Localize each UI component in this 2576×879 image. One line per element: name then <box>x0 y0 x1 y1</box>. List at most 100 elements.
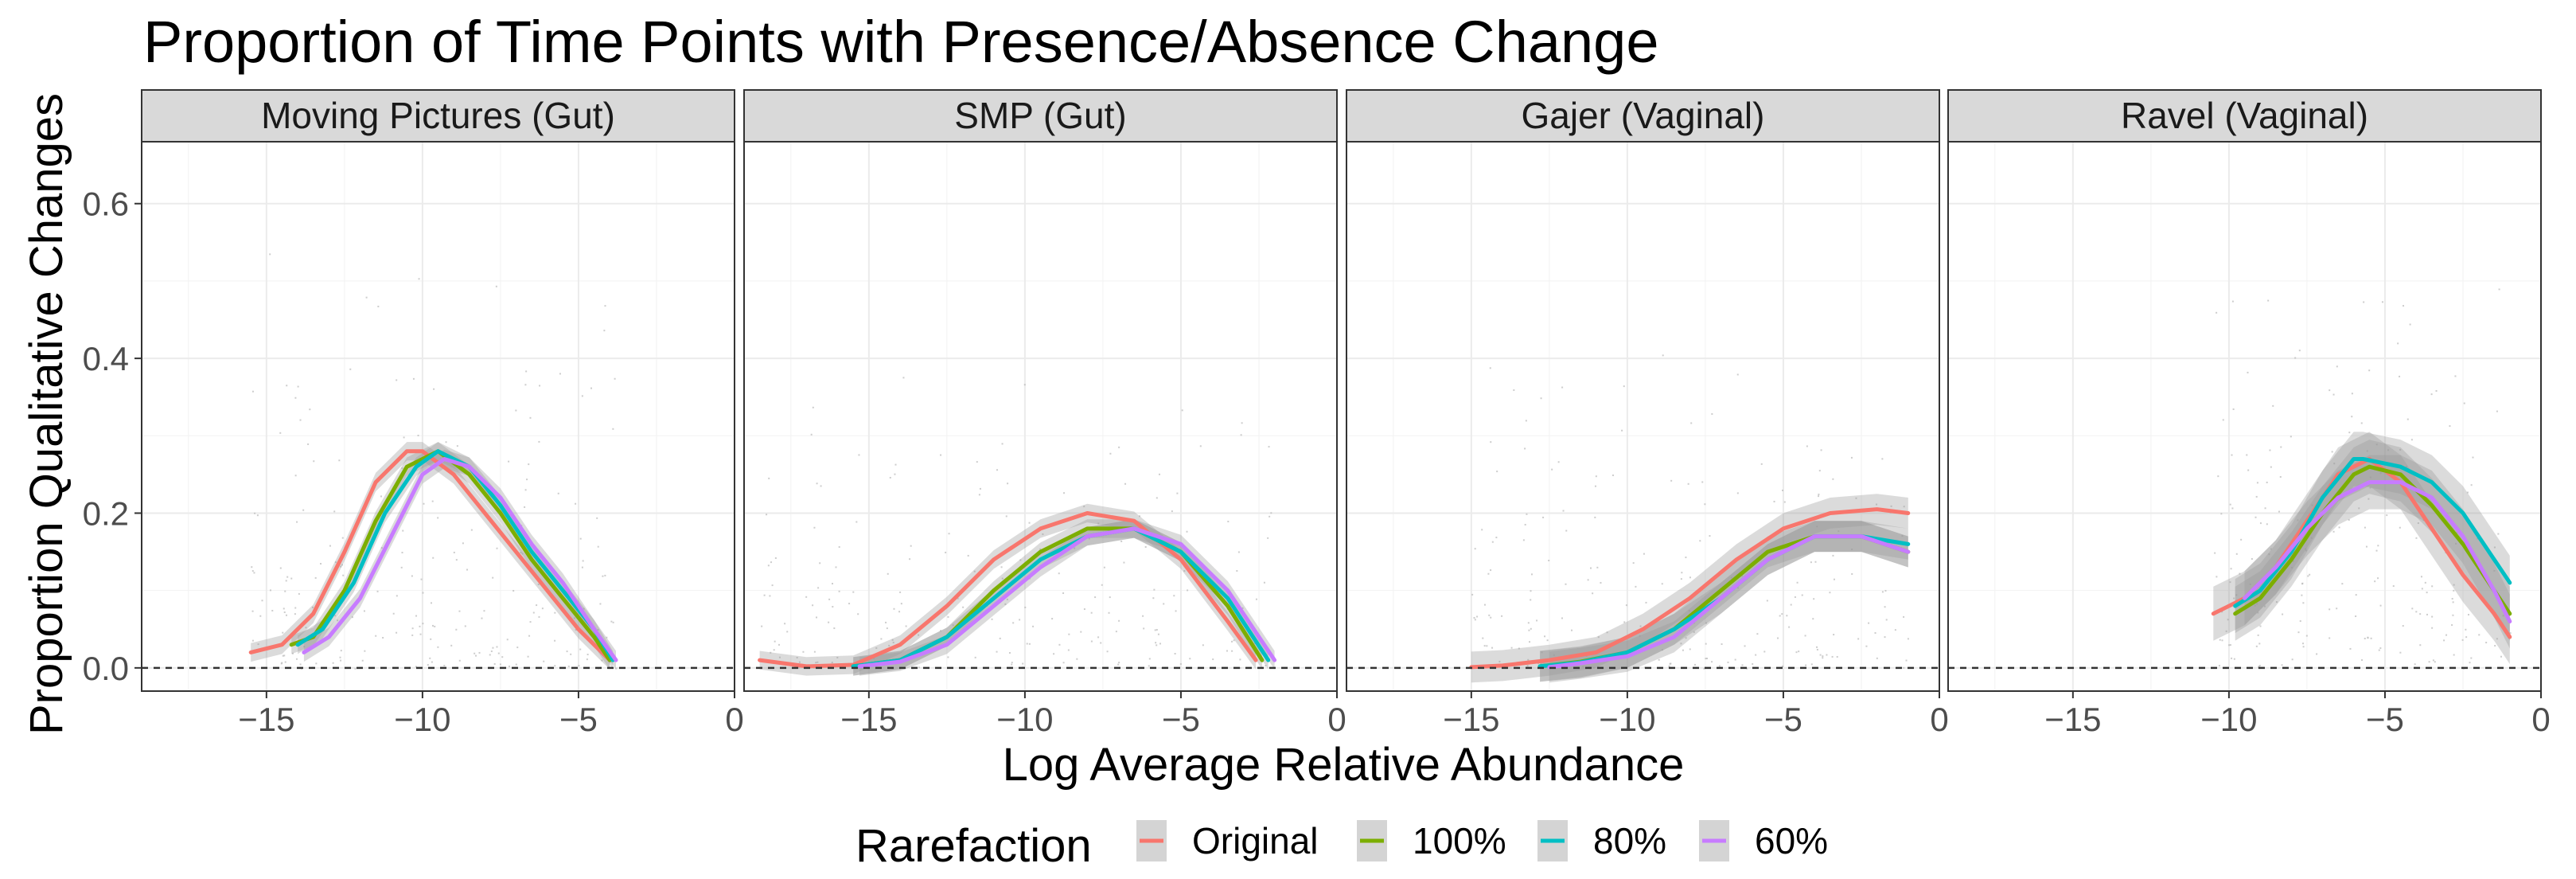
scatter-point <box>1876 657 1878 659</box>
scatter-point <box>2496 638 2498 640</box>
scatter-point <box>340 565 342 568</box>
scatter-point <box>802 650 805 653</box>
scatter-point <box>875 647 878 649</box>
scatter-point <box>1596 566 1599 568</box>
scatter-point <box>489 654 491 656</box>
scatter-point <box>774 640 776 643</box>
scatter-point <box>1705 622 1707 624</box>
scatter-point <box>1553 654 1555 656</box>
scatter-point <box>2232 408 2235 410</box>
scatter-point <box>1076 658 1078 660</box>
scatter-point <box>2331 451 2333 453</box>
y-tick-label: 0.2 <box>83 494 129 532</box>
scatter-point <box>2302 602 2305 604</box>
scatter-point <box>313 460 315 463</box>
scatter-point <box>298 592 300 595</box>
panel: Gajer (Vaginal) −15 −10 −5 0 <box>1346 89 1949 738</box>
scatter-point <box>401 552 403 554</box>
scatter-point <box>2246 454 2248 456</box>
scatter-point <box>1670 479 1673 482</box>
scatter-point <box>450 644 453 647</box>
scatter-point <box>422 592 424 594</box>
scatter-point <box>888 644 890 647</box>
scatter-point <box>403 436 405 439</box>
scatter-point <box>2216 311 2218 314</box>
scatter-point <box>1818 493 1820 495</box>
scatter-point <box>1097 636 1100 639</box>
scatter-point <box>1530 627 1532 630</box>
scatter-point <box>1595 475 1597 478</box>
scatter-point <box>1820 449 1822 451</box>
scatter-point <box>1884 636 1886 639</box>
scatter-point <box>1881 591 1884 593</box>
scatter-point <box>812 604 814 607</box>
scatter-point <box>978 494 980 496</box>
scatter-point <box>1486 645 1488 647</box>
scatter-point <box>602 575 604 577</box>
scatter-point <box>2349 647 2352 650</box>
scatter-point <box>1658 658 1660 661</box>
scatter-point <box>835 566 837 568</box>
scatter-point <box>1597 636 1600 639</box>
scatter-point <box>1039 548 1042 550</box>
scatter-point <box>1004 603 1007 605</box>
scatter-point <box>1265 665 1267 667</box>
scatter-point <box>1594 485 1596 487</box>
scatter-point <box>1865 645 1868 647</box>
scatter-point <box>2254 604 2256 607</box>
scatter-point <box>2435 390 2438 393</box>
scatter-point <box>1884 589 1887 592</box>
scatter-point <box>579 648 582 650</box>
scatter-point <box>2291 658 2293 661</box>
scatter-point <box>506 639 509 641</box>
scatter-point <box>1565 583 1567 585</box>
scatter-point <box>524 506 526 508</box>
scatter-point <box>996 650 998 653</box>
scatter-point <box>1001 577 1004 580</box>
series-line <box>2233 464 2512 616</box>
scatter-point <box>2463 402 2465 404</box>
scatter-point <box>1812 618 1814 620</box>
x-tick-label: −5 <box>2366 701 2404 738</box>
scatter-point <box>554 639 556 642</box>
scatter-point <box>1000 566 1003 568</box>
scatter-point <box>2297 519 2299 522</box>
scatter-point <box>2247 371 2249 373</box>
scatter-point <box>2292 560 2294 562</box>
scatter-point <box>2381 301 2383 303</box>
scatter-point <box>2358 507 2360 510</box>
scatter-point <box>2403 305 2405 307</box>
scatter-point <box>610 620 613 623</box>
scatter-point <box>2240 538 2243 541</box>
scatter-point <box>1263 581 1265 584</box>
scatter-point <box>253 572 255 574</box>
scatter-point <box>2434 661 2436 663</box>
scatter-point <box>2301 643 2304 645</box>
scatter-point <box>1876 503 1878 506</box>
scatter-point <box>1704 503 1706 506</box>
scatter-point <box>1561 386 1564 389</box>
scatter-point <box>1124 482 1127 485</box>
scatter-point <box>778 643 781 646</box>
scatter-point <box>1239 658 1241 661</box>
scatter-point <box>2399 526 2401 529</box>
y-tick-label: 0.0 <box>83 650 129 687</box>
scatter-point <box>979 487 981 490</box>
scatter-point <box>1118 662 1120 664</box>
scatter-point <box>567 665 570 667</box>
scatter-point <box>1498 660 1501 662</box>
scatter-point <box>2445 634 2448 636</box>
scatter-point <box>2247 469 2250 471</box>
scatter-point <box>816 482 818 485</box>
scatter-point <box>1529 641 1531 643</box>
scatter-point <box>420 578 423 580</box>
scatter-point <box>431 624 434 627</box>
scatter-point <box>1481 529 1483 531</box>
scatter-point <box>1541 651 1543 654</box>
scatter-point <box>815 662 817 664</box>
scatter-point <box>1734 658 1736 661</box>
scatter-point <box>1833 578 1835 580</box>
scatter-point <box>2272 404 2274 407</box>
scatter-point <box>952 624 954 627</box>
scatter-point <box>2259 522 2262 525</box>
